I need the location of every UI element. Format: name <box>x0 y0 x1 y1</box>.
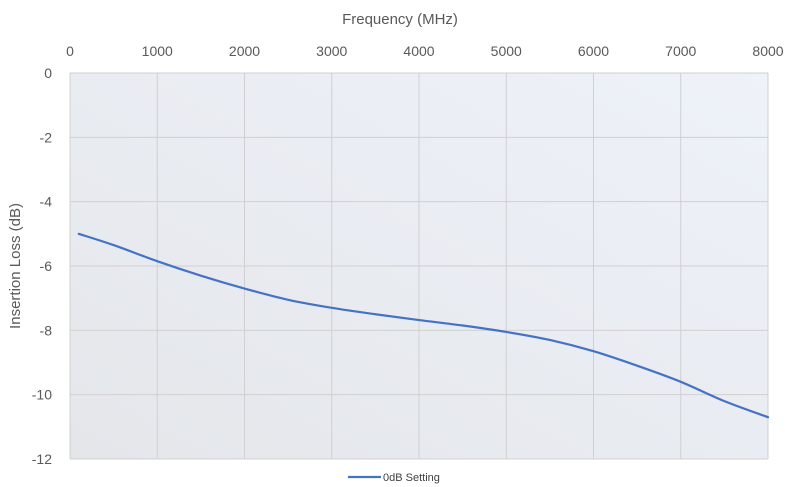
x-tick-label: 8000 <box>752 43 783 59</box>
x-tick-labels: 0 1000 2000 3000 4000 5000 6000 7000 8000 <box>66 43 784 59</box>
y-axis-title: Insertion Loss (dB) <box>7 203 24 329</box>
legend-label-0db-setting: 0dB Setting <box>383 472 440 484</box>
y-tick-labels: 0 -2 -4 -6 -8 -10 -12 <box>32 65 52 467</box>
x-tick-label: 5000 <box>491 43 522 59</box>
x-tick-label: 3000 <box>316 43 347 59</box>
y-tick-label: -12 <box>32 451 52 467</box>
x-tick-label: 0 <box>66 43 74 59</box>
x-tick-label: 7000 <box>665 43 696 59</box>
legend: 0dB Setting <box>348 472 440 484</box>
x-axis-title: Frequency (MHz) <box>342 11 458 28</box>
y-tick-label: -8 <box>40 322 53 338</box>
x-tick-label: 1000 <box>142 43 173 59</box>
y-tick-label: -4 <box>40 194 53 210</box>
series-lines <box>77 232 770 419</box>
y-tick-label: -6 <box>40 258 53 274</box>
x-tick-label: 4000 <box>403 43 434 59</box>
y-tick-label: 0 <box>44 65 52 81</box>
gridlines <box>69 72 769 460</box>
x-tick-label: 2000 <box>229 43 260 59</box>
y-tick-label: -10 <box>32 387 52 403</box>
y-tick-label: -2 <box>40 129 53 145</box>
x-tick-label: 6000 <box>578 43 609 59</box>
series-line-0 <box>77 232 770 419</box>
